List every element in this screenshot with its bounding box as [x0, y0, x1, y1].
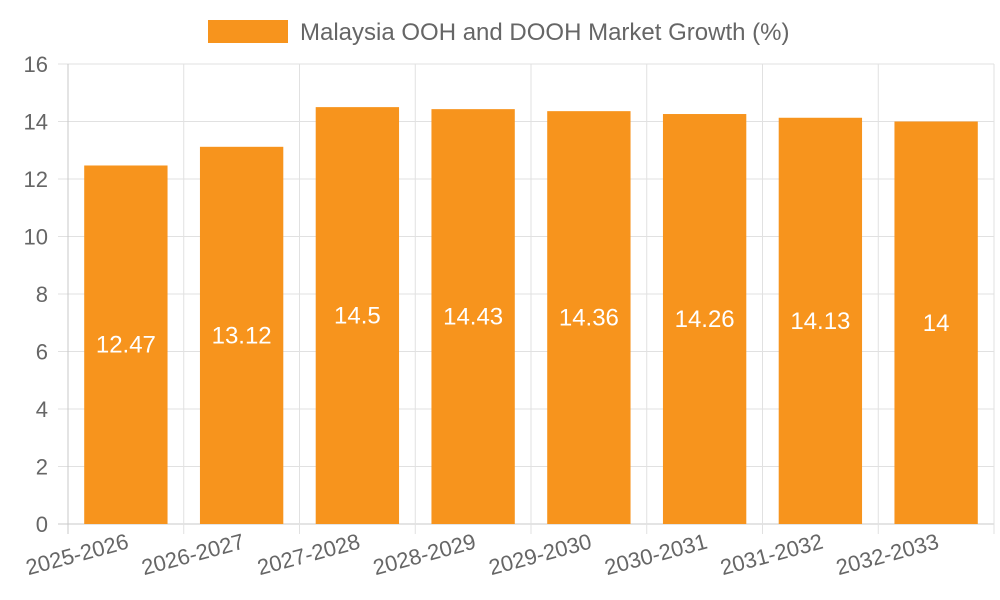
bar[interactable]: [431, 109, 515, 524]
bar[interactable]: [894, 121, 978, 525]
x-tick-label: 2027-2028: [255, 529, 363, 580]
bar[interactable]: [84, 165, 168, 525]
y-tick-label: 12: [24, 167, 48, 192]
legend-swatch: [208, 20, 288, 43]
bar-value-label: 14.26: [675, 306, 735, 333]
bar-value-label: 14: [923, 310, 950, 337]
bar-value-label: 14.36: [559, 305, 619, 332]
bar[interactable]: [662, 114, 747, 525]
bar-value-label: 14.13: [790, 308, 850, 335]
y-tick-label: 8: [36, 282, 48, 307]
bar[interactable]: [315, 107, 400, 524]
legend[interactable]: Malaysia OOH and DOOH Market Growth (%): [208, 19, 789, 46]
x-tick-label: 2030-2031: [602, 529, 710, 580]
x-axis-ticks: 2025-2026 2026-2027 2027-2028 2028-2029 2029…: [23, 529, 941, 580]
bar-value-label: 14.43: [443, 304, 503, 331]
bar[interactable]: [199, 146, 284, 525]
y-tick-label: 6: [36, 340, 48, 365]
bar-value-label: 13.12: [212, 322, 272, 349]
bar[interactable]: [778, 117, 863, 524]
y-tick-label: 4: [36, 397, 48, 422]
y-tick-label: 2: [36, 455, 48, 480]
y-tick-label: 16: [24, 52, 48, 77]
x-tick-label: 2031-2032: [718, 529, 826, 580]
x-tick-label: 2028-2029: [370, 529, 478, 580]
bar-value-label: 14.5: [334, 303, 381, 330]
x-tick-label: 2026-2027: [139, 529, 247, 580]
y-tick-label: 14: [24, 110, 48, 135]
x-tick-label: 2032-2033: [833, 529, 941, 580]
y-tick-label: 10: [24, 225, 48, 250]
bars: 12.47 13.12 14.5 14.43 14.36 14.26 14.13 14: [84, 107, 978, 525]
x-tick-label: 2029-2030: [486, 529, 594, 580]
bar-value-label: 12.47: [96, 332, 156, 359]
legend-label: Malaysia OOH and DOOH Market Growth (%): [300, 19, 789, 46]
y-tick-label: 0: [36, 512, 48, 537]
y-axis-ticks: 0 2 4 6 8 10 12 14 16: [24, 52, 48, 537]
bar[interactable]: [547, 111, 631, 525]
